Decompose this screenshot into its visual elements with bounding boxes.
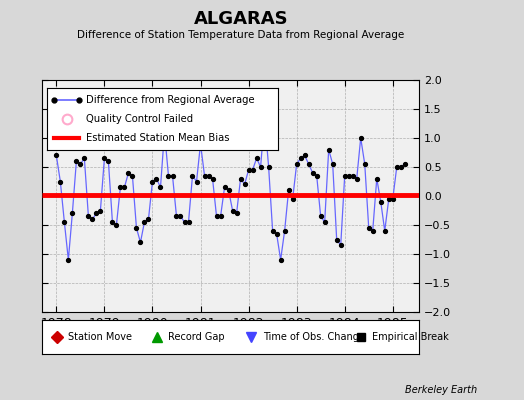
Text: Station Move: Station Move [68, 332, 133, 342]
Text: ALGARAS: ALGARAS [194, 10, 288, 28]
Text: Difference of Station Temperature Data from Regional Average: Difference of Station Temperature Data f… [78, 30, 405, 40]
Text: Record Gap: Record Gap [168, 332, 225, 342]
Text: Difference from Regional Average: Difference from Regional Average [86, 95, 255, 105]
Text: Quality Control Failed: Quality Control Failed [86, 114, 193, 124]
Text: Time of Obs. Change: Time of Obs. Change [263, 332, 365, 342]
Text: Empirical Break: Empirical Break [372, 332, 449, 342]
Text: Berkeley Earth: Berkeley Earth [405, 385, 477, 395]
Text: Estimated Station Mean Bias: Estimated Station Mean Bias [86, 133, 230, 143]
